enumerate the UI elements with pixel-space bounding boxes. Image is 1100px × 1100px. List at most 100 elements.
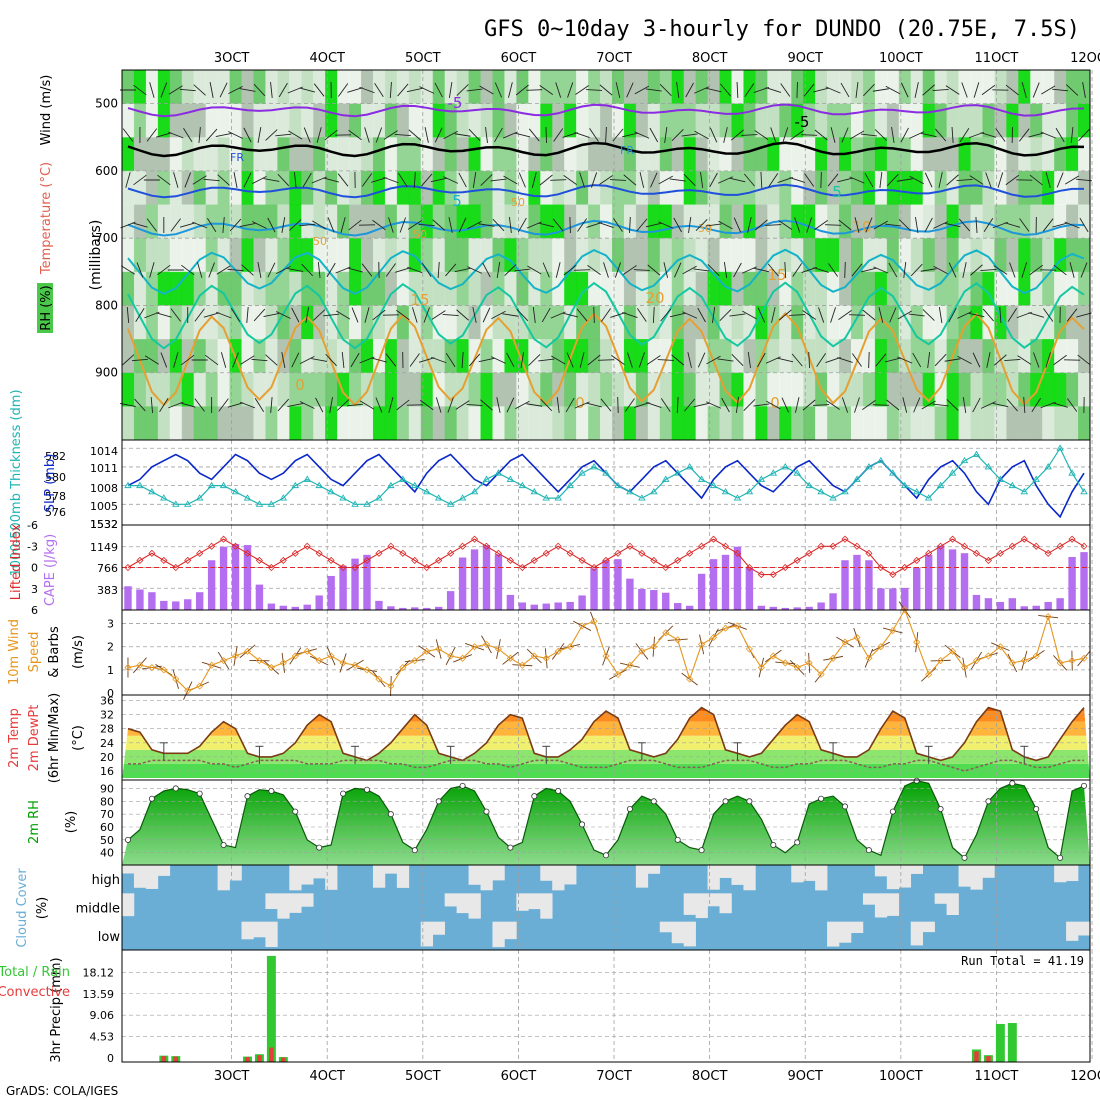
wind-barb	[659, 84, 672, 96]
rh-cell	[719, 204, 732, 239]
rh-marker	[1081, 782, 1088, 789]
rh-cell	[671, 70, 685, 105]
rh-cell	[420, 271, 434, 306]
wind-barb	[313, 309, 326, 321]
rh-cell	[408, 70, 422, 105]
wind-speed-marker	[913, 638, 921, 646]
rh-cell	[934, 137, 948, 172]
rh-cell	[683, 372, 697, 407]
li-marker	[208, 542, 216, 550]
wind-barb	[646, 355, 661, 365]
rh-cell	[695, 170, 709, 206]
rh-cell	[683, 70, 697, 105]
li-marker	[136, 556, 144, 564]
wind-barb	[442, 313, 459, 317]
wind-barb	[569, 216, 571, 234]
wind-tick-label: 3	[107, 618, 114, 631]
wind-barb	[768, 173, 779, 187]
wind-barb	[361, 263, 373, 277]
rh-cell	[743, 271, 756, 306]
wind-barb	[1055, 127, 1065, 143]
thickness-marker	[303, 475, 312, 482]
cape-bar	[805, 606, 813, 610]
rh-cell	[313, 271, 326, 306]
wind-barb	[1070, 126, 1074, 144]
li-marker	[494, 549, 503, 557]
wind-barb	[197, 262, 203, 278]
rh-cell	[217, 137, 231, 172]
wind-axis-label-3: & Barbs	[47, 626, 62, 678]
wind-barb	[431, 310, 446, 320]
rh-cell	[635, 406, 649, 441]
wind-barb	[388, 217, 394, 233]
rh-cell	[588, 103, 601, 138]
wind-barb	[741, 134, 758, 136]
isotherm-5	[127, 183, 1084, 199]
li-marker	[279, 556, 287, 564]
rh-cell	[1054, 339, 1067, 374]
wind-barb	[408, 129, 422, 141]
li-marker	[1056, 542, 1064, 550]
wind-barb	[227, 402, 244, 408]
wind-speed-marker	[220, 657, 228, 665]
rh-cell	[337, 305, 350, 340]
wind-barb	[873, 266, 889, 274]
slp-tick-label: 1014	[90, 445, 118, 458]
wind-barb	[586, 89, 603, 91]
rh-cell	[934, 238, 948, 273]
rh-cell	[468, 271, 482, 306]
wind-barb	[241, 264, 254, 276]
wind-barb	[467, 220, 482, 230]
li-marker	[602, 556, 610, 564]
rh-cell	[277, 271, 290, 306]
rh-cell	[719, 103, 732, 138]
wind-barb	[801, 134, 818, 136]
rh-marker	[1057, 854, 1064, 861]
rh-cell	[157, 103, 171, 138]
thickness-tick-label: 578	[45, 490, 66, 503]
wind-barb	[980, 268, 997, 272]
wind-barb	[813, 267, 829, 273]
isotherm-label: 0	[295, 376, 305, 394]
rh-cell	[301, 103, 314, 138]
rh-cell	[217, 339, 231, 374]
li-marker	[566, 549, 574, 557]
rh-cell	[1066, 271, 1079, 306]
cape-bar	[650, 590, 658, 610]
wind-barb	[587, 354, 601, 366]
rh-cell	[301, 70, 314, 105]
wind-barb	[219, 82, 228, 98]
rh-cell	[576, 305, 589, 340]
wind-barb	[784, 261, 787, 279]
wind-barb	[605, 126, 607, 144]
wind-barb	[639, 172, 645, 188]
rh-cell	[659, 204, 673, 239]
cape-bar	[172, 601, 180, 610]
wind-barb	[395, 267, 411, 273]
clear-cell	[659, 921, 673, 933]
rh-cell	[145, 339, 159, 374]
rh-cell	[874, 70, 888, 105]
wind-barb	[289, 219, 302, 231]
rh-cell	[767, 406, 780, 441]
wind-barb	[663, 262, 668, 278]
rh-cell	[1006, 170, 1019, 206]
wind-barb	[420, 399, 434, 411]
wind-barb	[456, 309, 469, 321]
wind-barb	[669, 312, 686, 318]
wind-speed-marker	[949, 647, 957, 655]
rh-cell	[169, 339, 183, 374]
cape-bar	[136, 589, 144, 610]
rh-cell	[635, 137, 649, 172]
wind-barb	[671, 129, 684, 141]
wind-barb	[986, 352, 991, 368]
rh-cell	[635, 204, 649, 239]
wind-barb	[760, 171, 763, 189]
rh-cell	[372, 372, 386, 407]
wind-barb	[364, 127, 370, 143]
thickness-marker	[148, 487, 156, 495]
wind-speed-marker	[399, 663, 407, 672]
wind-barb	[609, 179, 626, 181]
wind-barb	[496, 397, 501, 413]
